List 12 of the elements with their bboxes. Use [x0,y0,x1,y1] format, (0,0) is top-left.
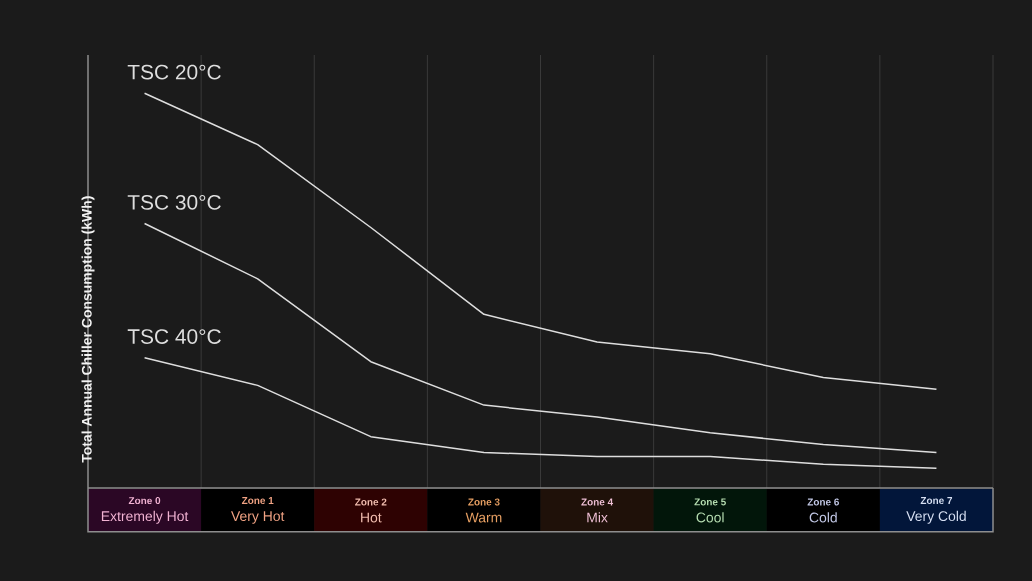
x-tick-label: Zone 0 Extremely Hot [101,497,189,524]
x-tick-label: Zone 5 Cool [694,498,726,523]
x-tick-label: Zone 1 Very Hot [231,497,285,524]
x-tick-label: Zone 2 Hot [355,498,387,523]
series-label: TSC 20°C [127,64,221,80]
x-tick-label: Zone 3 Warm [465,498,502,523]
x-tick-label: Zone 7 Very Cold [906,497,966,524]
y-axis-title: Total Annual Chiller Consumption (kWh) [81,196,95,463]
x-tick-label: Zone 6 Cold [807,498,840,523]
x-tick-label: Zone 4 Mix [581,498,614,523]
series-label: TSC 30°C [127,194,221,210]
series-label: TSC 40°C [127,329,221,344]
